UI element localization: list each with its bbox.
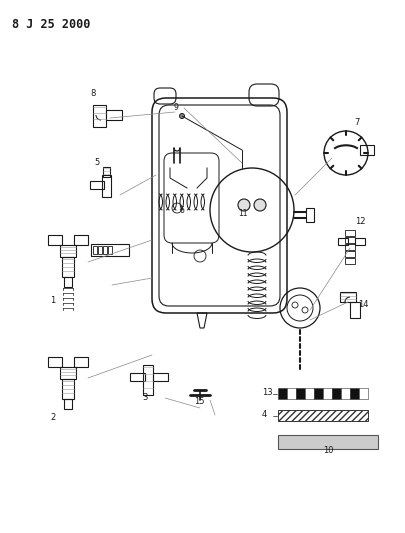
Bar (130, 373, 145, 381)
Bar (354, 238, 364, 245)
Bar (277, 388, 286, 399)
Bar (64, 277, 72, 287)
Circle shape (237, 199, 249, 211)
Text: 11: 11 (237, 209, 247, 218)
Text: 3: 3 (142, 393, 147, 402)
Text: 10: 10 (322, 446, 333, 455)
Bar (344, 230, 354, 236)
Bar (358, 388, 367, 399)
Text: 8: 8 (90, 89, 95, 98)
Bar (143, 365, 153, 395)
Bar (60, 245, 76, 257)
Bar (344, 244, 354, 250)
Bar (74, 235, 88, 245)
Bar (48, 357, 62, 367)
Bar (322, 388, 331, 399)
Circle shape (179, 114, 184, 118)
Bar (337, 238, 347, 245)
Bar (295, 388, 304, 399)
Text: 4: 4 (261, 410, 266, 419)
Text: 15: 15 (194, 397, 204, 406)
Bar (64, 399, 72, 409)
Bar (103, 167, 110, 177)
Text: 9: 9 (174, 103, 179, 112)
Bar (339, 292, 355, 302)
Bar (304, 388, 313, 399)
Text: 14: 14 (357, 300, 368, 309)
Bar (331, 388, 340, 399)
Bar (344, 258, 354, 264)
Bar (340, 388, 349, 399)
Bar (349, 388, 358, 399)
Text: 13: 13 (261, 388, 272, 397)
Bar (62, 257, 74, 277)
Text: 12: 12 (354, 217, 365, 226)
Bar (48, 235, 62, 245)
Bar (91, 244, 129, 256)
Text: 8 J 25 2000: 8 J 25 2000 (12, 18, 90, 31)
Bar (344, 237, 354, 243)
Text: 6: 6 (179, 206, 184, 215)
Bar (93, 105, 106, 127)
Bar (108, 246, 112, 254)
Text: 1: 1 (50, 296, 55, 305)
Bar (60, 367, 76, 379)
Bar (106, 110, 121, 120)
Bar (286, 388, 295, 399)
Bar (313, 388, 322, 399)
Bar (359, 145, 373, 155)
Bar (305, 208, 313, 222)
Bar (103, 246, 107, 254)
Bar (277, 410, 367, 421)
Bar (153, 373, 168, 381)
Text: 7: 7 (353, 118, 358, 127)
Bar (90, 181, 104, 189)
Bar (277, 435, 377, 449)
Bar (102, 175, 111, 197)
Bar (93, 246, 97, 254)
Bar (62, 379, 74, 399)
Circle shape (254, 199, 265, 211)
Text: 5: 5 (94, 158, 99, 167)
Bar (349, 302, 359, 318)
Text: 2: 2 (50, 413, 55, 422)
Bar (74, 357, 88, 367)
Bar (98, 246, 102, 254)
Bar (344, 251, 354, 257)
